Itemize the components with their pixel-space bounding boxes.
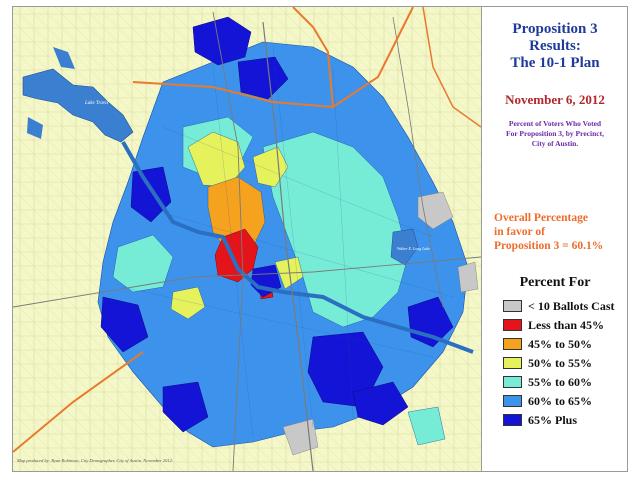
lake-long-label: Walter E. Long Lake bbox=[397, 246, 430, 251]
legend-swatch bbox=[503, 300, 522, 312]
legend-label: 50% to 55% bbox=[528, 355, 592, 370]
subtitle-line-2: For Proposition 3, by Precinct, bbox=[506, 129, 604, 138]
map-credit: Map produced by: Ryan Robinson, City Dem… bbox=[17, 458, 174, 463]
overall-line-1: Overall Percentage bbox=[494, 212, 588, 224]
legend-swatch bbox=[503, 414, 522, 426]
subtitle-line-3: City of Austin. bbox=[531, 139, 579, 148]
legend-item: 50% to 55% bbox=[503, 356, 592, 370]
overall-line-3: Proposition 3 = 60.1% bbox=[494, 240, 604, 252]
legend-item: Less than 45% bbox=[503, 318, 604, 332]
precinct-map: Lake Travis Walter E. Long Lake bbox=[13, 7, 481, 471]
overall-line-2: in favor of bbox=[494, 226, 545, 238]
legend-label: 45% to 50% bbox=[528, 336, 592, 351]
legend-panel: Proposition 3 Results: The 10-1 Plan Nov… bbox=[481, 7, 627, 471]
legend-label: 55% to 60% bbox=[528, 374, 592, 389]
legend-item: < 10 Ballots Cast bbox=[503, 299, 615, 313]
legend-title: Percent For bbox=[519, 275, 591, 290]
legend-label: < 10 Ballots Cast bbox=[528, 298, 615, 313]
election-date: November 6, 2012 bbox=[505, 92, 605, 107]
legend-swatch bbox=[503, 319, 522, 331]
map-frame: Lake Travis Walter E. Long Lake Map prod… bbox=[12, 6, 628, 472]
legend-swatch bbox=[503, 376, 522, 388]
subtitle-line-1: Percent of Voters Who Voted bbox=[508, 119, 602, 128]
legend-item: 45% to 50% bbox=[503, 337, 592, 351]
highways bbox=[13, 11, 481, 471]
legend-label: Less than 45% bbox=[528, 317, 605, 332]
legend-item: 55% to 60% bbox=[503, 375, 592, 389]
title-line-3: The 10-1 Plan bbox=[510, 55, 600, 71]
lakes-rivers: Lake Travis Walter E. Long Lake bbox=[22, 47, 474, 354]
county-boundary bbox=[13, 7, 481, 453]
legend-item: 65% Plus bbox=[503, 413, 577, 427]
lake-travis-label: Lake Travis bbox=[84, 101, 109, 106]
legend-item: 60% to 65% bbox=[503, 394, 592, 408]
title-line-1: Proposition 3 bbox=[512, 21, 598, 37]
legend-swatch bbox=[503, 357, 522, 369]
title-line-2: Results: bbox=[529, 38, 581, 54]
city-precincts bbox=[97, 16, 479, 456]
legend-label: 65% Plus bbox=[528, 412, 578, 427]
legend-swatch bbox=[503, 395, 522, 407]
legend-label: 60% to 65% bbox=[528, 393, 592, 408]
legend-swatch bbox=[503, 338, 522, 350]
